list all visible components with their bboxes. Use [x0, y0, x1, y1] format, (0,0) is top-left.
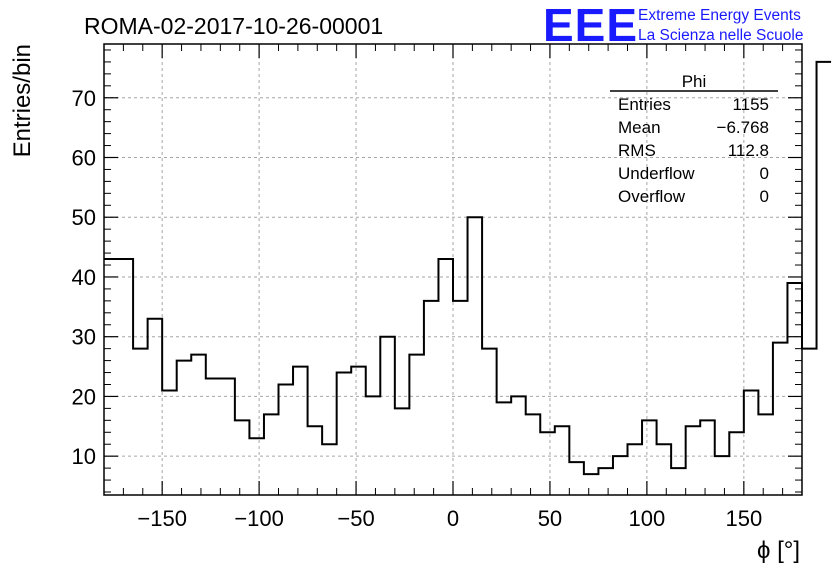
histogram-bin: [657, 444, 672, 495]
stats-label-overflow: Overflow: [618, 187, 686, 206]
logo-line-1: Extreme Energy Events: [638, 7, 801, 24]
histogram-bin: [119, 259, 134, 495]
histogram-bin: [133, 349, 148, 495]
histogram-bin: [235, 420, 250, 495]
x-tick-label: 0: [447, 506, 459, 531]
histogram-bin: [279, 384, 294, 495]
x-tick-label: −100: [234, 506, 284, 531]
histogram-bin: [526, 414, 541, 495]
histogram-bin: [264, 414, 279, 495]
histogram-bin: [628, 444, 643, 495]
histogram-bin: [104, 259, 119, 495]
histogram-bin: [322, 444, 337, 495]
histogram-bin: [162, 390, 177, 495]
histogram-bin: [511, 396, 526, 495]
x-axis-title: ϕ [°]: [757, 537, 800, 564]
histogram-bin: [395, 408, 410, 495]
histogram-bin: [700, 420, 715, 495]
stats-label-mean: Mean: [618, 118, 661, 137]
stats-value-mean: −6.768: [717, 118, 769, 137]
histogram-bins: [104, 60, 832, 495]
axis-ticks: [104, 44, 802, 495]
histogram-bin: [453, 301, 468, 495]
logo-mark: EEE: [543, 0, 638, 51]
y-tick-label: 30: [72, 325, 96, 350]
histogram-bin: [540, 432, 555, 495]
histogram-bin: [715, 456, 730, 495]
stats-value-rms: 112.8: [728, 141, 769, 160]
y-axis-title: Entries/bin: [9, 44, 36, 157]
histogram-bin: [351, 367, 366, 495]
histogram-bin: [497, 402, 512, 495]
histogram-bin: [424, 301, 439, 495]
x-tick-labels: −150 −100 −50 0 50 100 150: [137, 506, 762, 531]
stats-label-rms: RMS: [618, 141, 656, 160]
histogram-bin: [729, 432, 744, 495]
histogram-bin: [409, 355, 424, 495]
histogram-bin: [569, 462, 584, 495]
histogram-bin: [758, 414, 773, 495]
x-tick-label: 50: [538, 506, 562, 531]
chart-title: ROMA-02-2017-10-26-00001: [84, 13, 383, 39]
eee-logo: EEE Extreme Energy Events La Scienza nel…: [543, 0, 803, 51]
histogram-bin: [380, 337, 395, 495]
y-tick-label: 20: [72, 384, 96, 409]
x-tick-label: −50: [337, 506, 374, 531]
y-tick-label: 40: [72, 265, 96, 290]
histogram-bin: [191, 355, 206, 495]
histogram-bin: [249, 438, 264, 495]
histogram-bin: [438, 259, 453, 495]
stats-label-entries: Entries: [618, 95, 671, 114]
y-tick-labels: 10 20 30 40 50 60 70: [72, 86, 96, 469]
stats-value-entries: 1155: [732, 95, 769, 114]
stats-label-underflow: Underflow: [618, 164, 695, 183]
histogram-bin: [308, 426, 323, 495]
histogram-bin: [293, 367, 308, 495]
histogram-bin: [584, 474, 599, 495]
histogram-bin: [366, 396, 381, 495]
y-tick-label: 50: [72, 205, 96, 230]
histogram-bin: [802, 349, 817, 495]
x-tick-label: 150: [725, 506, 762, 531]
histogram-bin: [671, 468, 686, 495]
stats-box-name: Phi: [682, 72, 707, 91]
histogram-bin: [206, 379, 221, 495]
histogram-bin: [148, 319, 163, 495]
y-tick-label: 70: [72, 86, 96, 111]
histogram-bin: [220, 379, 235, 495]
logo-line-2: La Scienza nelle Scuole: [638, 27, 803, 44]
histogram-bin: [177, 361, 192, 495]
x-tick-label: −150: [137, 506, 187, 531]
y-tick-label: 10: [72, 444, 96, 469]
histogram-bin: [555, 426, 570, 495]
histogram-bin: [482, 349, 497, 495]
histogram-bin: [686, 426, 701, 495]
histogram-bin: [598, 468, 613, 495]
histogram-bin: [613, 456, 628, 495]
stats-value-underflow: 0: [760, 164, 769, 183]
histogram-bin: [642, 420, 657, 495]
histogram-bin: [468, 217, 483, 495]
y-tick-label: 60: [72, 145, 96, 170]
stats-box: Phi Entries 1155 Mean −6.768 RMS 112.8 U…: [610, 72, 778, 206]
histogram-bin: [337, 373, 352, 495]
histogram-outline: [104, 60, 832, 476]
x-tick-label: 100: [629, 506, 666, 531]
histogram-bin: [787, 283, 802, 495]
histogram-bin: [744, 390, 759, 495]
histogram-bin: [817, 62, 832, 495]
stats-value-overflow: 0: [760, 187, 769, 206]
histogram-bin: [773, 343, 788, 495]
